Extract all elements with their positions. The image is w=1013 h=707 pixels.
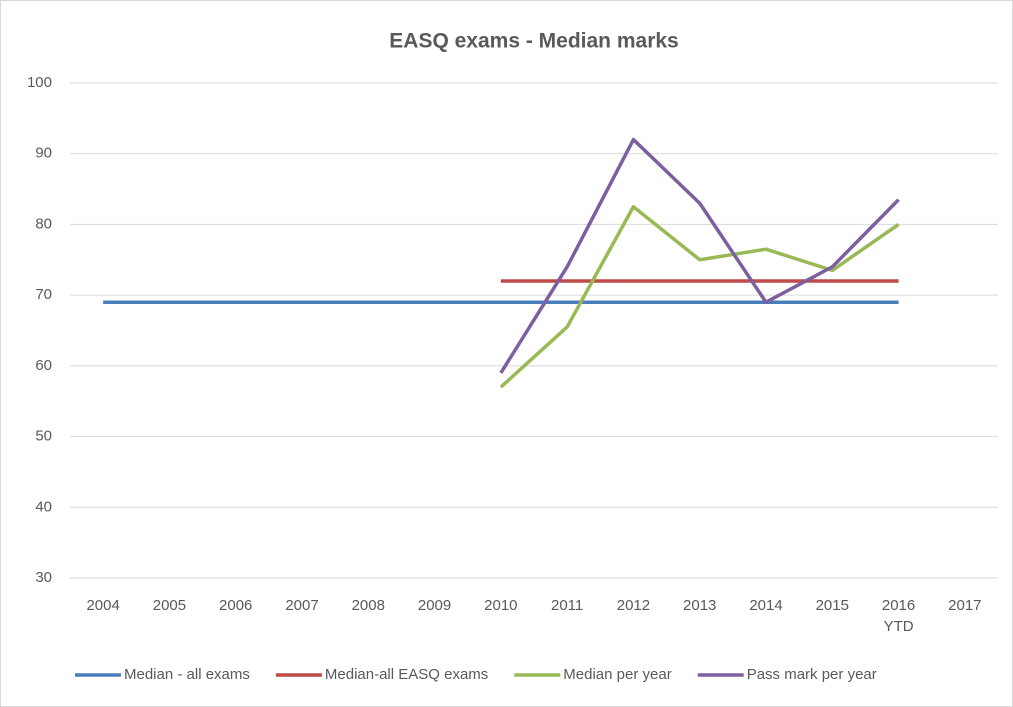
y-tick-label: 40 [35,498,52,515]
series-line [499,205,900,389]
x-tick-label: 2014 [749,597,782,614]
x-tick-label: 2006 [219,597,252,614]
x-tick-label: 2010 [484,597,517,614]
x-tick-label: 2011 [551,597,583,614]
y-tick-label: 80 [35,215,52,232]
x-tick-label: 2013 [683,597,716,614]
y-tick-label: 50 [35,428,52,445]
legend-label: Median-all EASQ exams [325,666,488,683]
y-tick-label: 90 [35,145,52,162]
x-tick-label: 2005 [153,597,186,614]
y-tick-label: 100 [27,74,52,91]
y-tick-label: 70 [35,286,52,303]
y-tick-label: 60 [35,357,52,374]
x-tick-label: 2009 [418,597,451,614]
x-tick-label: 2017 [948,597,981,614]
x-tick-label: 2016 YTD [882,597,915,635]
legend-label: Pass mark per year [747,666,877,683]
x-tick-label: 2012 [617,597,650,614]
chart-title: EASQ exams - Median marks [389,30,678,53]
x-tick-label: 2004 [86,597,119,614]
x-tick-label: 2007 [285,597,318,614]
series-line [499,137,900,374]
x-tick-label: 2008 [352,597,385,614]
legend-label: Median per year [563,666,671,683]
legend-label: Median - all exams [124,666,250,683]
x-tick-label: 2015 [816,597,849,614]
y-tick-label: 30 [35,569,52,586]
